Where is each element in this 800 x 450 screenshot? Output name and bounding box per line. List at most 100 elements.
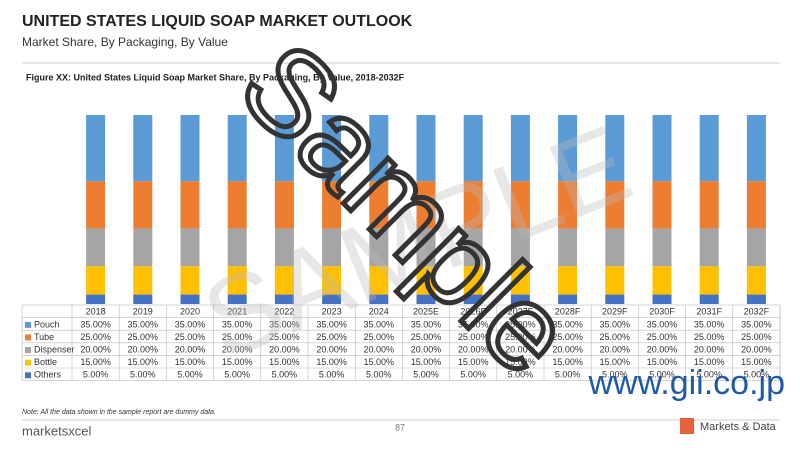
header-title: UNITED STATES LIQUID SOAP MARKET OUTLOOK: [22, 13, 413, 30]
bar-segment: [180, 266, 200, 295]
bar-segment: [510, 266, 530, 295]
bar-segment: [746, 294, 766, 304]
bar-segment: [416, 294, 436, 304]
chart-title: Figure XX: United States Liquid Soap Mar…: [26, 72, 405, 82]
table-cell: 25.00%: [600, 332, 631, 342]
x-tick-label: 2022: [274, 307, 294, 317]
bar-segment: [699, 228, 719, 267]
x-tick-label: 2026F: [460, 307, 486, 317]
table-cell: 20.00%: [222, 344, 253, 354]
x-tick-label: 2027F: [508, 307, 534, 317]
legend-swatch: [25, 321, 31, 328]
table-cell: 5.00%: [649, 370, 675, 380]
bar-segment: [746, 228, 766, 267]
table-cell: 20.00%: [694, 344, 725, 354]
bar-segment: [699, 115, 719, 182]
bar-segment: [227, 228, 247, 267]
table-cell: 35.00%: [647, 319, 678, 329]
bar-segment: [558, 228, 578, 267]
table-cell: 20.00%: [175, 344, 206, 354]
table-cell: 20.00%: [741, 344, 772, 354]
table-cell: 20.00%: [458, 344, 489, 354]
bar-segment: [274, 294, 294, 304]
table-cell: 25.00%: [175, 332, 206, 342]
table-cell: 20.00%: [364, 344, 395, 354]
table-cell: 25.00%: [364, 332, 395, 342]
bar-segment: [510, 181, 530, 229]
bar-segment: [274, 228, 294, 267]
table-cell: 5.00%: [83, 370, 109, 380]
table-cell: 5.00%: [744, 370, 770, 380]
table-cell: 35.00%: [316, 319, 347, 329]
x-tick-label: 2020: [180, 307, 200, 317]
bar-segment: [558, 294, 578, 304]
bar-segment: [746, 115, 766, 182]
x-tick-label: 2031F: [696, 307, 722, 317]
bar-segment: [369, 228, 389, 267]
table-cell: 15.00%: [364, 357, 395, 367]
bar-segment: [322, 181, 342, 229]
x-tick-label: 2032F: [744, 307, 770, 317]
bar-segment: [416, 115, 436, 182]
bar-segment: [463, 266, 483, 295]
bar-segment: [86, 181, 106, 229]
bar-segment: [510, 115, 530, 182]
table-cell: 35.00%: [741, 319, 772, 329]
table-cell: 35.00%: [175, 319, 206, 329]
x-tick-label: 2029F: [602, 307, 628, 317]
bar-segment: [652, 228, 672, 267]
legend-swatch: [25, 372, 31, 379]
table-cell: 20.00%: [505, 344, 536, 354]
bar-segment: [322, 266, 342, 295]
table-cell: 25.00%: [552, 332, 583, 342]
table-cell: 25.00%: [505, 332, 536, 342]
bar-segment: [652, 294, 672, 304]
bar-segment: [416, 228, 436, 267]
bar-segment: [369, 294, 389, 304]
bar-segment: [274, 181, 294, 229]
table-cell: 5.00%: [319, 370, 345, 380]
legend-label: Others: [34, 370, 62, 380]
legend-label: Bottle: [34, 357, 57, 367]
table-cell: 15.00%: [458, 357, 489, 367]
table-cell: 25.00%: [80, 332, 111, 342]
table-cell: 25.00%: [741, 332, 772, 342]
bar-segment: [463, 294, 483, 304]
bar-segment: [746, 266, 766, 295]
table-cell: 20.00%: [128, 344, 159, 354]
table-cell: 5.00%: [177, 370, 203, 380]
table-cell: 25.00%: [128, 332, 159, 342]
table-cell: 35.00%: [600, 319, 631, 329]
table-cell: 20.00%: [600, 344, 631, 354]
bar-segment: [133, 228, 153, 267]
table-cell: 5.00%: [460, 370, 486, 380]
table-cell: 15.00%: [128, 357, 159, 367]
x-tick-label: 2028F: [555, 307, 581, 317]
bar-segment: [369, 266, 389, 295]
table-cell: 15.00%: [600, 357, 631, 367]
footer-note: Note: All the data shown in the sample r…: [22, 409, 216, 416]
table-cell: 25.00%: [458, 332, 489, 342]
bar-segment: [699, 294, 719, 304]
table-cell: 15.00%: [647, 357, 678, 367]
bar-segment: [605, 228, 625, 267]
logo-icon: [680, 418, 694, 434]
table-cell: 20.00%: [552, 344, 583, 354]
bar-segment: [463, 228, 483, 267]
table-cell: 15.00%: [316, 357, 347, 367]
table-cell: 15.00%: [552, 357, 583, 367]
logo-right: Markets & Data: [700, 421, 777, 433]
bar-segment: [652, 181, 672, 229]
bar-segment: [558, 266, 578, 295]
table-cell: 35.00%: [411, 319, 442, 329]
table-cell: 20.00%: [411, 344, 442, 354]
table-cell: 25.00%: [694, 332, 725, 342]
table-cell: 15.00%: [741, 357, 772, 367]
bar-segment: [86, 115, 106, 182]
bar-segment: [322, 228, 342, 267]
table-cell: 15.00%: [222, 357, 253, 367]
bar-segment: [605, 266, 625, 295]
table-cell: 35.00%: [222, 319, 253, 329]
x-tick-label: 2021: [227, 307, 247, 317]
watermark-url: www.gii.co.jp: [587, 364, 785, 402]
